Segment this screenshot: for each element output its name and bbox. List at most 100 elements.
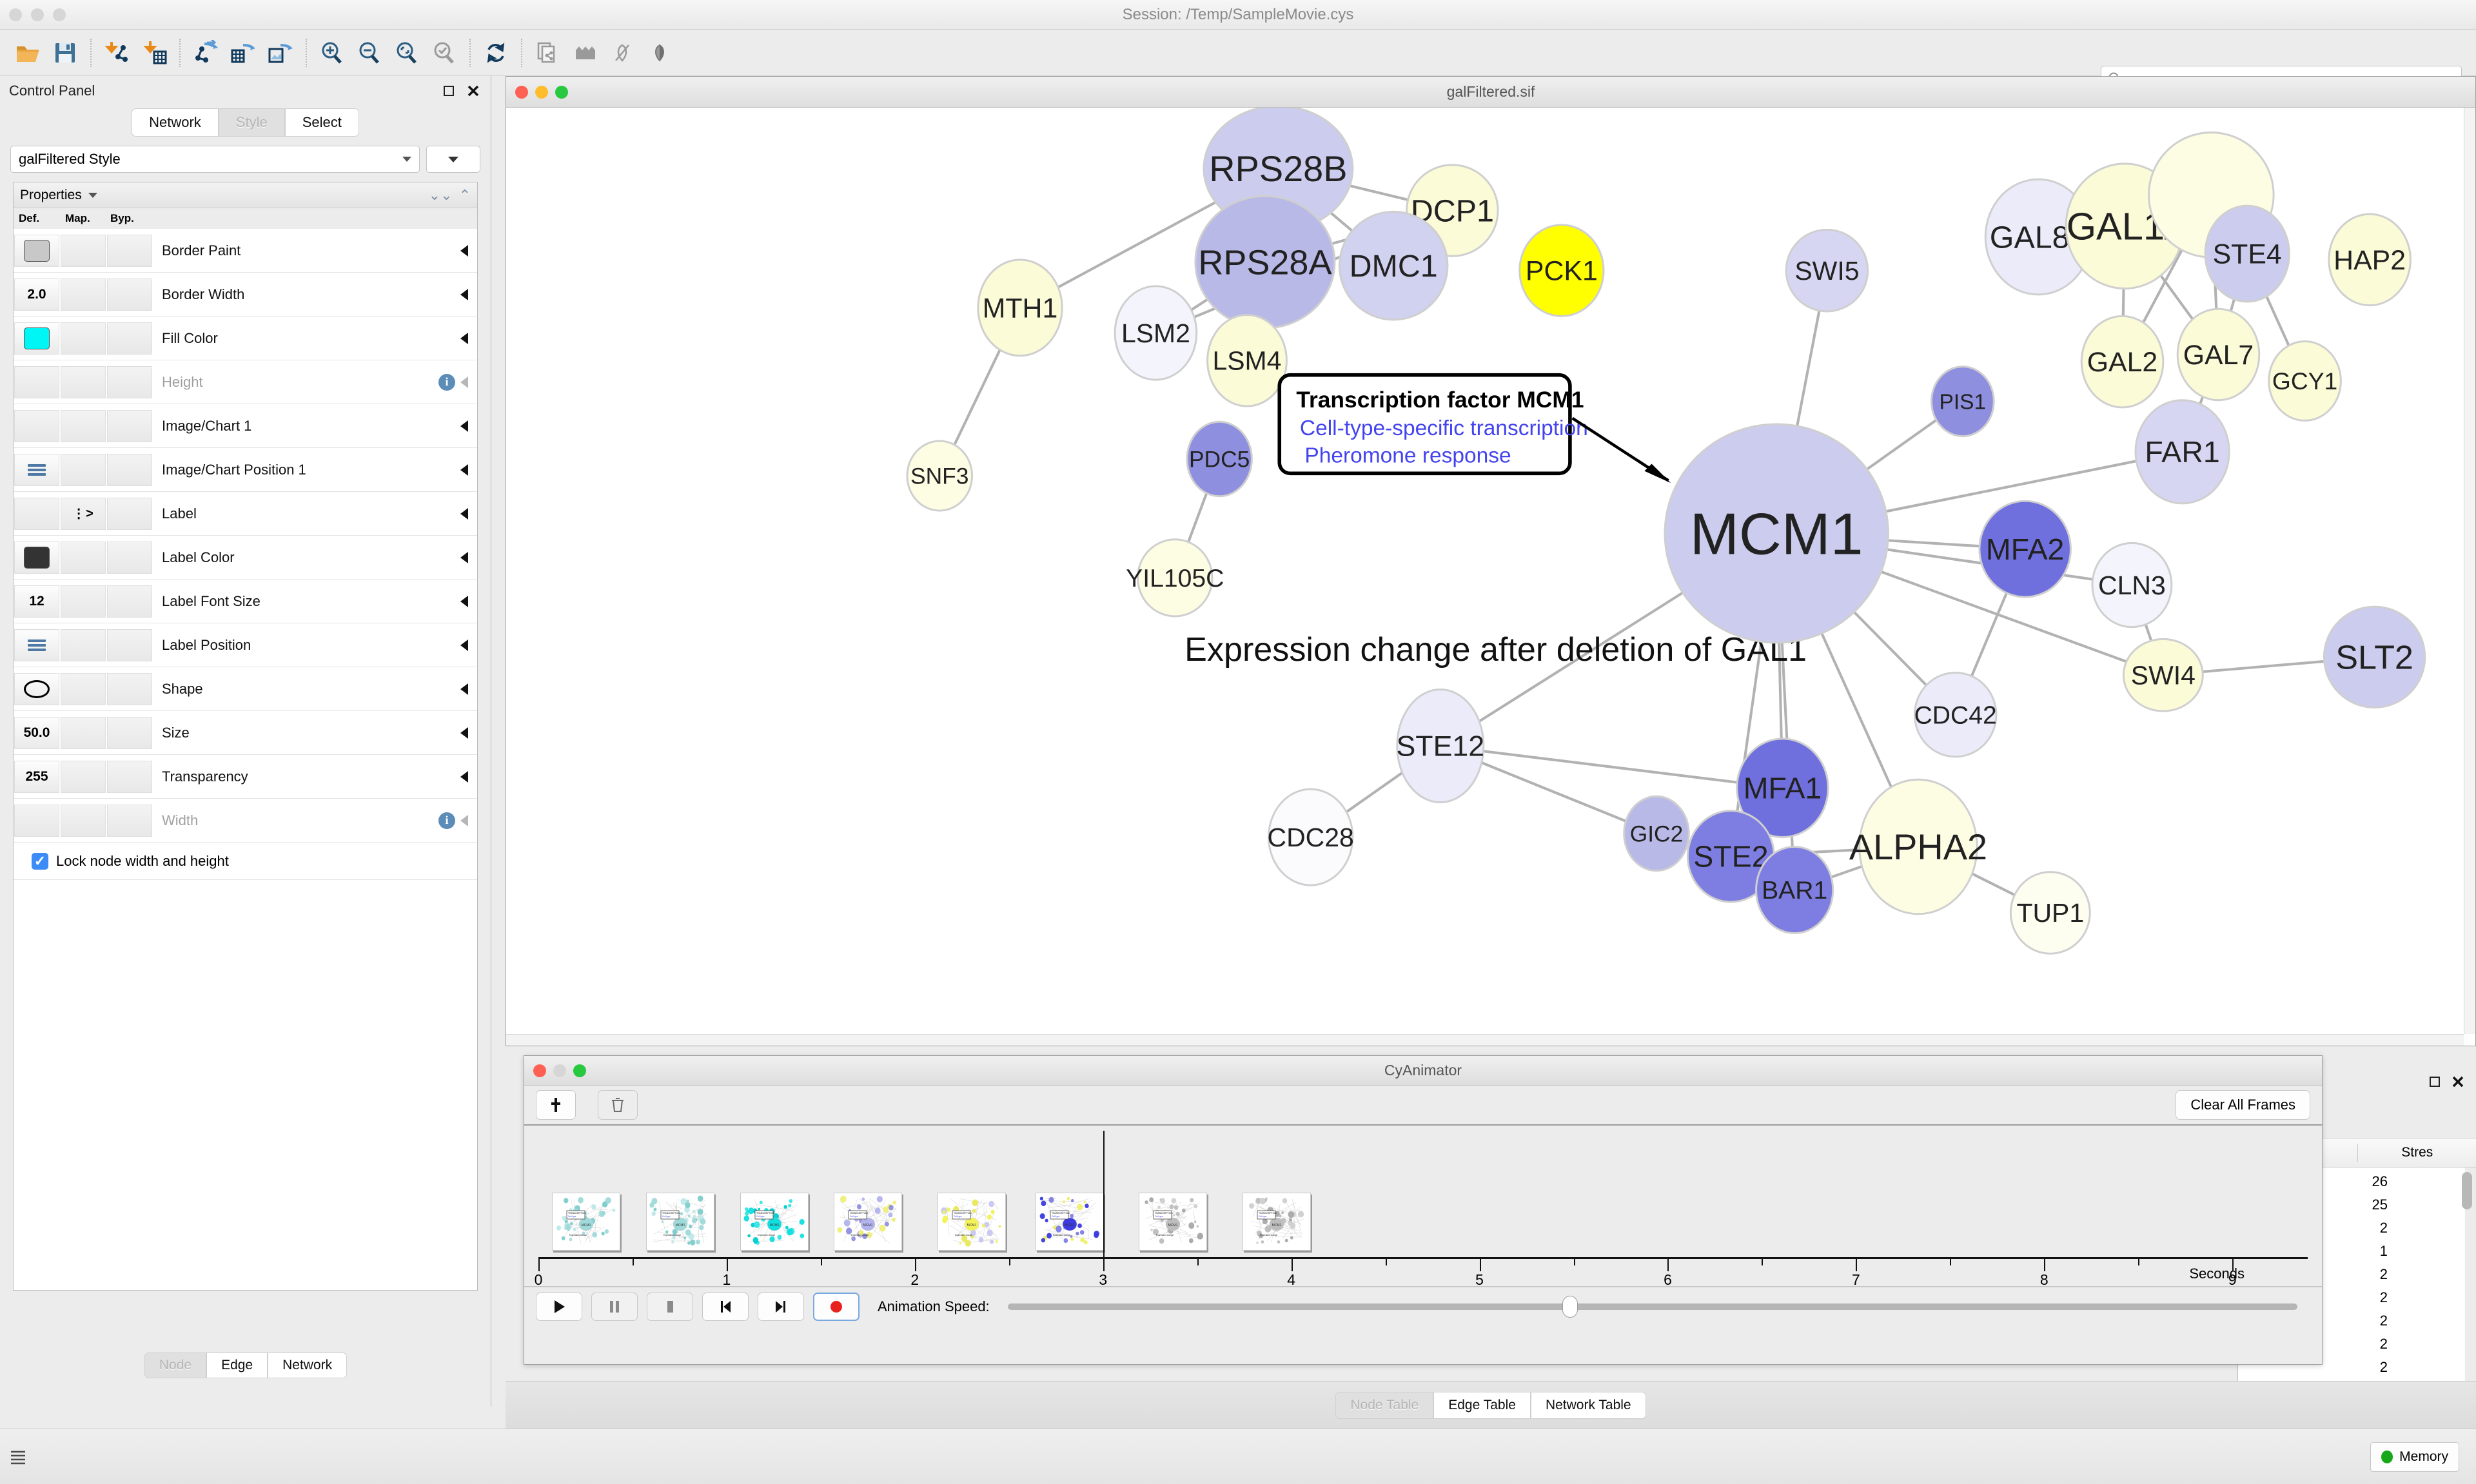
new-network-icon[interactable] (529, 34, 566, 72)
delete-frame-button[interactable] (598, 1090, 638, 1120)
color-swatch[interactable] (24, 546, 50, 569)
network-node[interactable]: MFA1 (1736, 737, 1829, 839)
tab-node-table[interactable]: Node Table (1335, 1391, 1434, 1419)
property-mapping-cell[interactable] (61, 760, 106, 793)
property-bypass-cell[interactable] (107, 804, 152, 837)
expand-property-arrow-icon[interactable] (460, 244, 468, 257)
property-default-cell[interactable]: 12 (14, 585, 59, 618)
property-bypass-cell[interactable] (107, 760, 152, 793)
property-default-cell[interactable]: 50.0 (14, 716, 59, 749)
property-default-cell[interactable] (14, 234, 59, 267)
collapse-all-icon[interactable]: ⌃ (458, 186, 471, 203)
network-node[interactable]: YIL105C (1126, 538, 1224, 618)
add-frame-button[interactable] (536, 1090, 576, 1120)
list-icon[interactable] (0, 1449, 36, 1465)
maximize-cyanimator-button[interactable] (573, 1064, 586, 1077)
network-node[interactable]: ALPHA2 (1849, 778, 1987, 915)
table-row[interactable]: 2 (2379, 1289, 2388, 1305)
property-row[interactable]: Image/Chart Position 1 (14, 448, 477, 492)
tab-network[interactable]: Network (132, 108, 219, 137)
property-mapping-cell[interactable] (61, 716, 106, 749)
refresh-icon[interactable] (477, 34, 515, 72)
property-mapping-cell[interactable] (61, 409, 106, 442)
network-node[interactable]: MCM1 (1664, 423, 1889, 644)
lock-node-size-checkbox[interactable]: ✓ (32, 852, 48, 870)
table-row[interactable]: 2 (2379, 1220, 2388, 1236)
expand-property-arrow-icon[interactable] (460, 770, 468, 783)
network-node[interactable]: RPS28A (1194, 195, 1336, 329)
network-node[interactable]: CDC28 (1268, 788, 1354, 886)
tab-style[interactable]: Style (218, 108, 285, 137)
property-bypass-cell[interactable] (107, 366, 152, 398)
export-network-icon[interactable] (187, 34, 224, 72)
property-row[interactable]: ⋮> Label (14, 492, 477, 536)
property-mapping-cell[interactable] (61, 541, 106, 574)
timeline-frame[interactable]: MCM1 TRANSCRIPTION Cell-type Expression cha… (938, 1193, 1007, 1251)
property-default-cell[interactable] (14, 453, 59, 486)
network-node[interactable]: CLN3 (2091, 542, 2173, 629)
network-node[interactable]: HAP2 (2328, 213, 2412, 307)
timeline-frame[interactable]: MCM1 TRANSCRIPTION Cell-type Expression cha… (1139, 1193, 1208, 1251)
animation-speed-knob[interactable] (1562, 1295, 1578, 1318)
property-row[interactable]: 255 Transparency (14, 755, 477, 799)
property-row[interactable]: Height i (14, 360, 477, 404)
timeline-track[interactable]: MCM1 TRANSCRIPTION Cell-type Expression cha… (538, 1126, 2308, 1286)
property-bypass-cell[interactable] (107, 672, 152, 705)
ellipse-shape-icon[interactable] (24, 679, 50, 698)
expand-property-arrow-icon[interactable] (460, 595, 468, 607)
network-node[interactable]: PIS1 (1930, 366, 1995, 438)
expand-property-arrow-icon[interactable] (460, 332, 468, 344)
timeline-frame[interactable]: MCM1 TRANSCRIPTION Cell-type Expression cha… (834, 1193, 903, 1251)
cyanimator-window-controls[interactable] (533, 1064, 586, 1077)
timeline-frame[interactable]: MCM1 TRANSCRIPTION Cell-type Expression cha… (551, 1193, 620, 1251)
expand-property-arrow-icon[interactable] (460, 727, 468, 739)
property-bypass-cell[interactable] (107, 716, 152, 749)
chevron-down-icon[interactable] (88, 192, 97, 198)
property-mapping-cell[interactable] (61, 804, 106, 837)
property-mapping-cell[interactable] (61, 234, 106, 267)
network-node[interactable]: CDC42 (1913, 671, 1998, 758)
info-icon[interactable]: i (438, 373, 455, 391)
close-network-window-button[interactable] (515, 85, 528, 99)
property-default-cell[interactable] (14, 366, 59, 398)
timeline-frame[interactable]: MCM1 TRANSCRIPTION Cell-type Expression cha… (740, 1193, 809, 1251)
network-node[interactable]: LSM2 (1114, 285, 1198, 381)
network-node[interactable]: SWI4 (2122, 638, 2204, 712)
property-mapping-cell[interactable] (61, 453, 106, 486)
property-bypass-cell[interactable] (107, 541, 152, 574)
property-default-cell[interactable] (14, 322, 59, 355)
position-icon[interactable] (28, 639, 46, 651)
expand-property-arrow-icon[interactable] (460, 507, 468, 520)
network-node[interactable]: PCK1 (1518, 224, 1605, 317)
restore-icon[interactable] (2428, 1075, 2441, 1091)
property-row[interactable]: Label Position (14, 623, 477, 667)
maximize-window-button[interactable] (53, 8, 66, 21)
property-row[interactable]: Fill Color (14, 317, 477, 360)
timeline-frame[interactable]: MCM1 TRANSCRIPTION Cell-type Expression cha… (645, 1193, 714, 1251)
next-frame-button[interactable] (758, 1292, 804, 1321)
property-default-cell[interactable] (14, 409, 59, 442)
tooltip-line[interactable]: Pheromone response (1304, 444, 1511, 468)
minimize-network-window-button[interactable] (535, 85, 548, 99)
property-bypass-cell[interactable] (107, 278, 152, 311)
tooltip-line[interactable]: Cell-type-specific transcription (1300, 416, 1588, 440)
network-node[interactable]: SWI5 (1785, 228, 1869, 313)
network-node[interactable]: GAL7 (2176, 308, 2261, 402)
pause-button[interactable] (591, 1292, 638, 1321)
hide-icon[interactable] (604, 34, 641, 72)
tab-edge[interactable]: Edge (206, 1352, 268, 1378)
network-node[interactable]: STE12 (1396, 688, 1485, 804)
zoom-selected-icon[interactable] (388, 34, 426, 72)
network-node[interactable]: MFA2 (1978, 500, 2072, 598)
table-row[interactable]: 1 (2379, 1243, 2388, 1259)
network-node[interactable]: STE2 (1686, 810, 1775, 903)
color-swatch[interactable] (24, 239, 50, 262)
table-row[interactable]: 2 (2379, 1336, 2388, 1352)
property-bypass-cell[interactable] (107, 453, 152, 486)
import-table-icon[interactable] (135, 34, 173, 72)
network-node[interactable]: SNF3 (906, 440, 974, 512)
close-icon[interactable] (465, 83, 482, 99)
table-row[interactable]: 2 (2379, 1313, 2388, 1329)
property-default-cell[interactable] (14, 541, 59, 574)
network-node[interactable]: MTH1 (977, 259, 1063, 357)
